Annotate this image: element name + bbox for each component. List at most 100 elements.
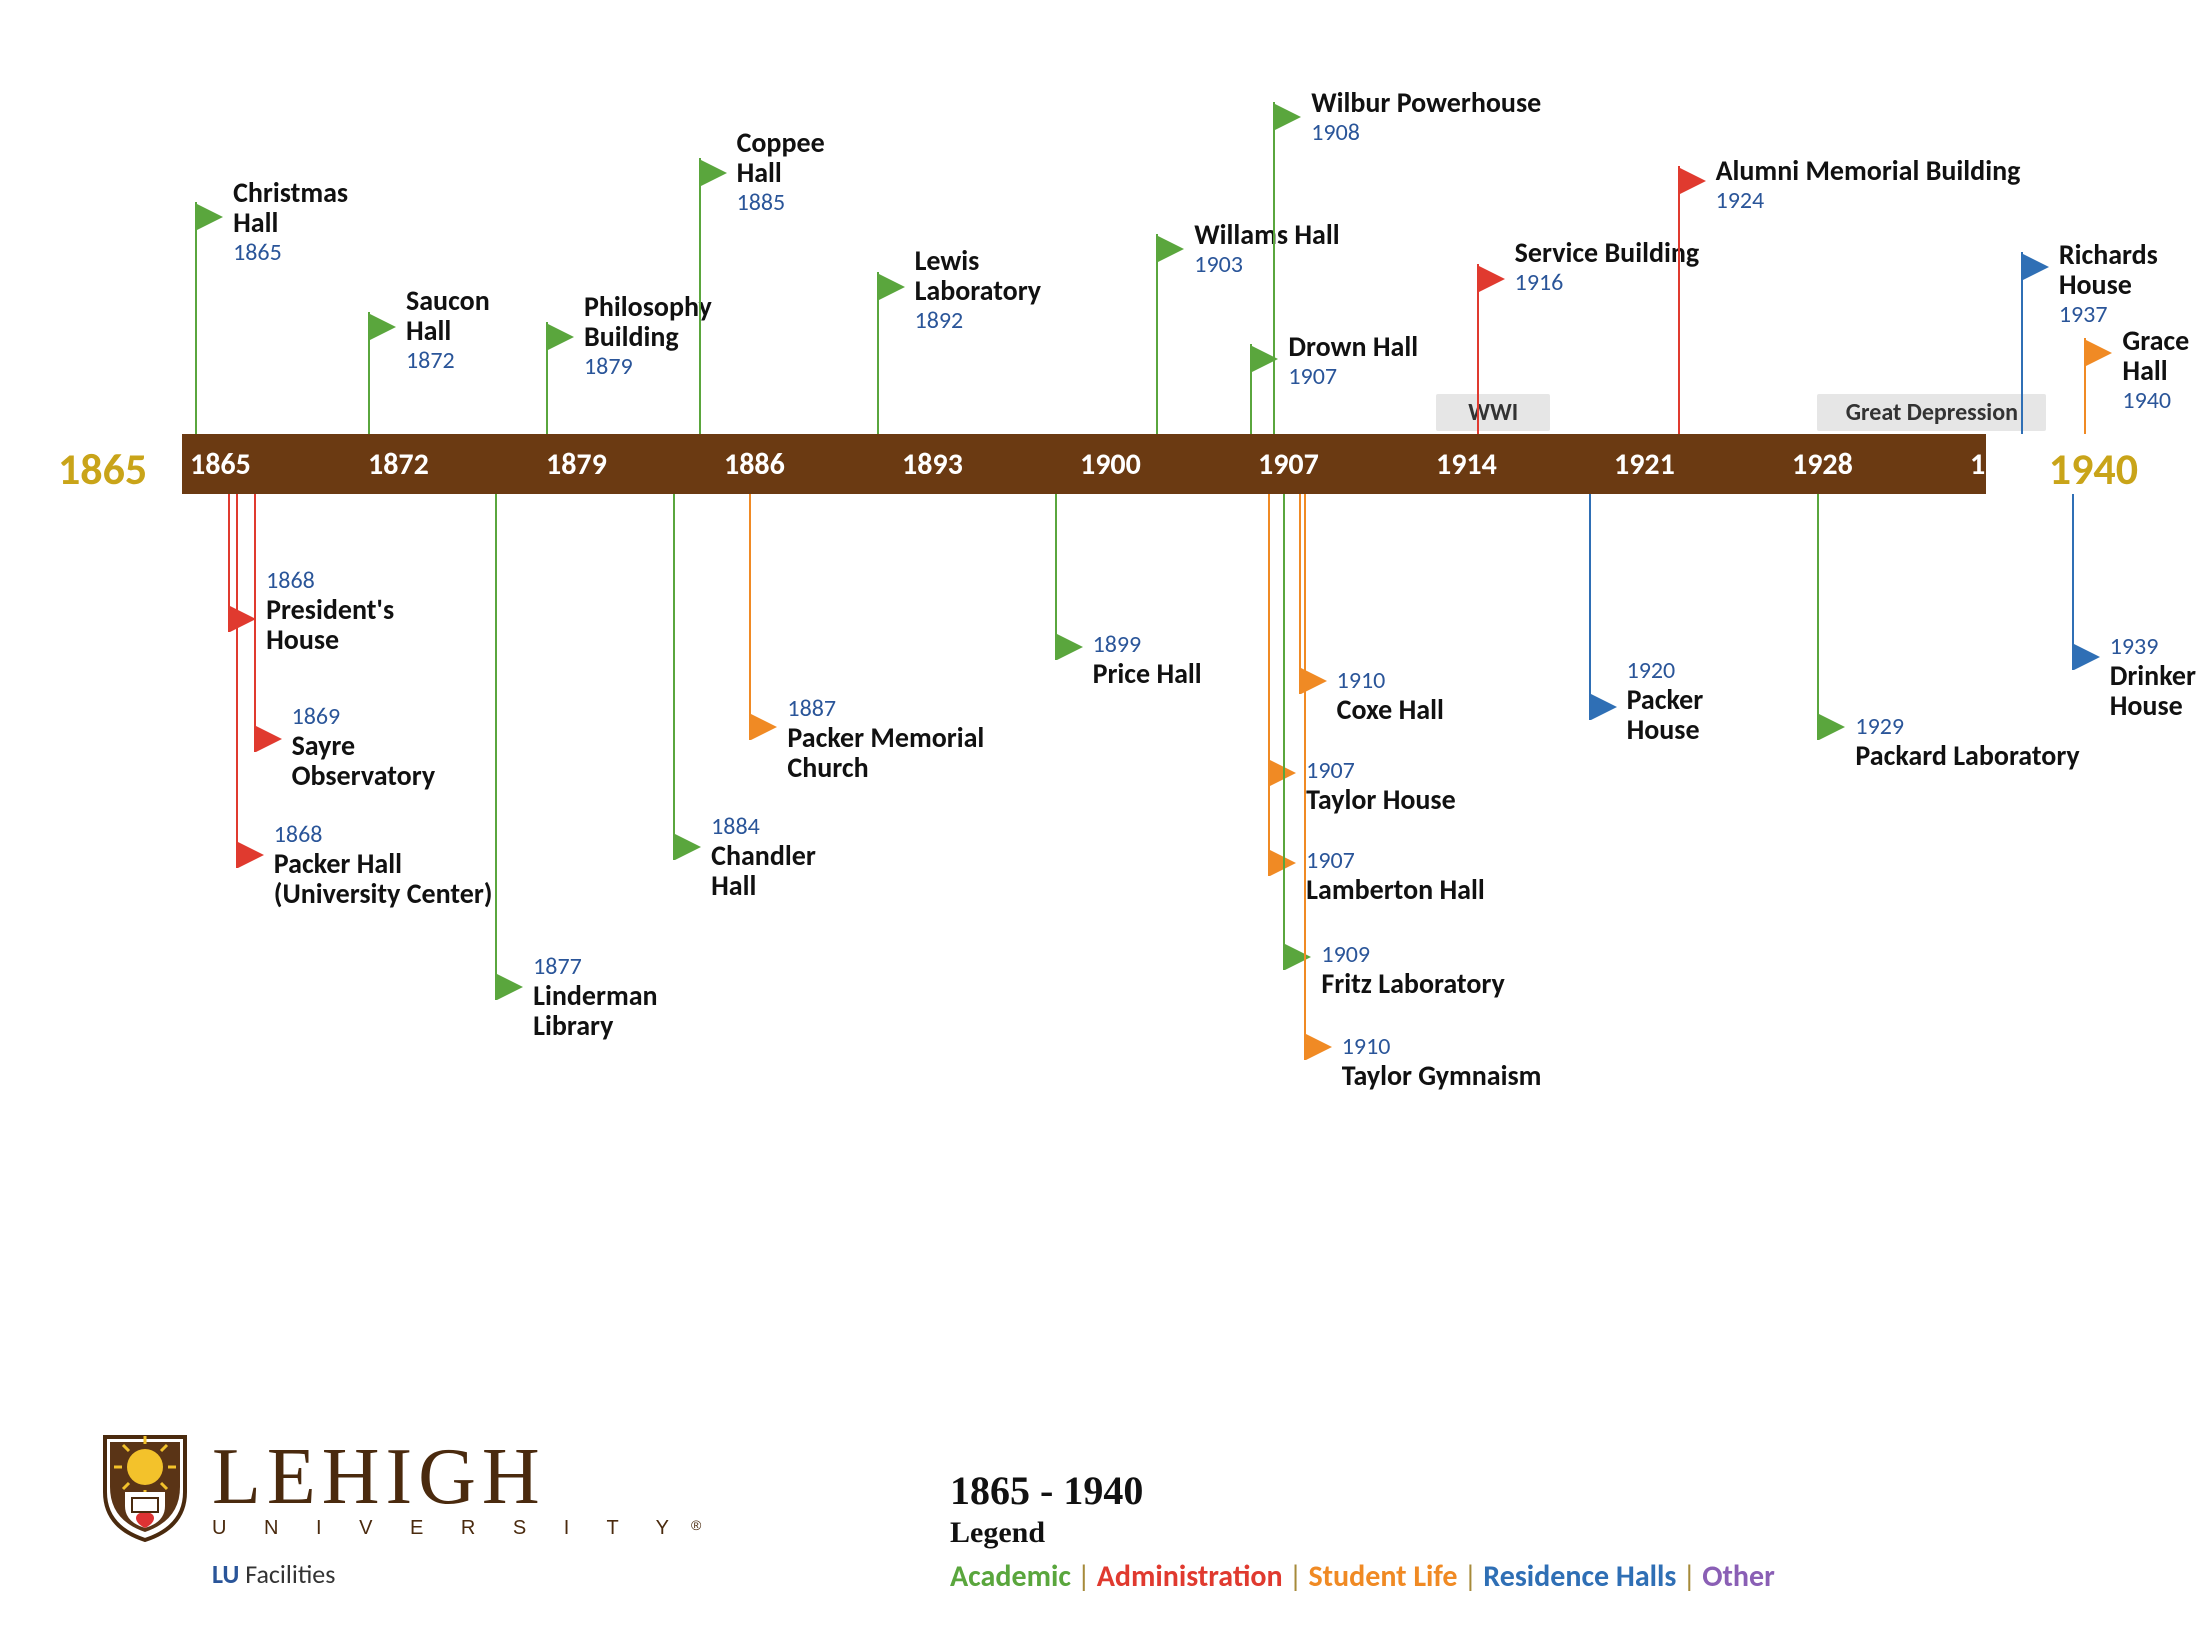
entry-name: Packard Laboratory bbox=[1855, 741, 2079, 771]
flag-icon bbox=[230, 606, 256, 632]
flag-icon bbox=[370, 314, 396, 340]
entry-name: Taylor House bbox=[1306, 785, 1456, 815]
legend-range: 1865 - 1940 bbox=[950, 1467, 1775, 1514]
flag-icon bbox=[1591, 694, 1617, 720]
entry-year: 1907 bbox=[1288, 362, 1418, 391]
timeline-entry: Drown Hall1907 bbox=[1288, 332, 1418, 391]
era-label: WWI bbox=[1436, 394, 1550, 431]
entry-name: Service Building bbox=[1515, 238, 1699, 268]
axis-tick: 1893 bbox=[902, 446, 963, 483]
entry-name: Taylor Gymnaism bbox=[1342, 1061, 1542, 1091]
entry-name: Alumni Memorial Building bbox=[1716, 156, 2021, 186]
logo-wordmark: LEHIGH bbox=[212, 1433, 546, 1521]
entry-name: Coxe Hall bbox=[1337, 695, 1444, 725]
timeline-entry: 1869Sayre Observatory bbox=[292, 702, 436, 791]
axis-tick: 1928 bbox=[1792, 446, 1853, 483]
entry-name: Packer Hall (University Center) bbox=[274, 849, 493, 909]
entry-name: Fritz Laboratory bbox=[1321, 969, 1504, 999]
flag-icon bbox=[197, 204, 223, 230]
legend-categories: Academic|Administration|Student Life|Res… bbox=[950, 1558, 1775, 1595]
range-start-label: 1865 bbox=[58, 442, 147, 496]
entry-year: 1908 bbox=[1311, 118, 1541, 147]
entry-name: Drown Hall bbox=[1288, 332, 1418, 362]
entry-year: 1909 bbox=[1321, 940, 1504, 969]
legend: 1865 - 1940 Legend Academic|Administrati… bbox=[950, 1467, 1775, 1595]
timeline-entry: Willams Hall1903 bbox=[1194, 220, 1339, 279]
flag-icon bbox=[751, 714, 777, 740]
legend-separator: | bbox=[1457, 1558, 1483, 1595]
entry-year: 1924 bbox=[1716, 186, 2021, 215]
flag-icon bbox=[497, 974, 523, 1000]
entry-year: 1916 bbox=[1515, 268, 1699, 297]
entry-name: Coppee Hall bbox=[737, 128, 825, 188]
entry-name: Wilbur Powerhouse bbox=[1311, 88, 1541, 118]
entry-year: 1865 bbox=[233, 238, 348, 267]
timeline-entry: 1909Fritz Laboratory bbox=[1321, 940, 1504, 999]
logo-text: LEHIGH U N I V E R S I T Y® LU Facilitie… bbox=[212, 1432, 701, 1590]
flag-icon bbox=[1306, 1034, 1332, 1060]
entry-stem bbox=[1817, 494, 1819, 740]
range-end-label: 1940 bbox=[2049, 442, 2138, 496]
timeline-entry: 1920Packer House bbox=[1627, 656, 1704, 745]
entry-name: Packer Memorial Church bbox=[787, 723, 984, 783]
entry-year: 1892 bbox=[915, 306, 1041, 335]
axis-tick: 1872 bbox=[368, 446, 429, 483]
lehigh-logo: LEHIGH U N I V E R S I T Y® LU Facilitie… bbox=[100, 1432, 701, 1590]
timeline-stage: 1865 1940 186518721879188618931900190719… bbox=[0, 0, 2200, 1650]
axis-tick: 1865 bbox=[190, 446, 251, 483]
entry-year: 1884 bbox=[711, 812, 816, 841]
facilities-prefix: LU bbox=[212, 1558, 239, 1590]
axis-tick: 1900 bbox=[1080, 446, 1141, 483]
entry-year: 1910 bbox=[1342, 1032, 1542, 1061]
timeline-entry: Lewis Laboratory1892 bbox=[915, 246, 1041, 335]
entry-stem bbox=[1299, 494, 1301, 694]
logo-university: U N I V E R S I T Y bbox=[212, 1517, 685, 1539]
timeline-entry: 1910Coxe Hall bbox=[1337, 666, 1444, 725]
timeline-entry: 1910Taylor Gymnaism bbox=[1342, 1032, 1542, 1091]
entry-stem bbox=[254, 494, 256, 752]
entry-year: 1903 bbox=[1194, 250, 1339, 279]
entry-name: Price Hall bbox=[1093, 659, 1202, 689]
flag-icon bbox=[675, 834, 701, 860]
flag-icon bbox=[548, 324, 574, 350]
timeline-entry: Wilbur Powerhouse1908 bbox=[1311, 88, 1541, 147]
entry-stem bbox=[1273, 102, 1275, 434]
trademark-icon: ® bbox=[685, 1517, 701, 1533]
entry-name: Philosophy Building bbox=[584, 292, 712, 352]
shield-icon bbox=[100, 1432, 190, 1547]
entry-year: 1907 bbox=[1306, 846, 1485, 875]
flag-icon bbox=[879, 274, 905, 300]
entry-stem bbox=[495, 494, 497, 1000]
entry-year: 1887 bbox=[787, 694, 984, 723]
entry-name: Willams Hall bbox=[1194, 220, 1339, 250]
entry-stem bbox=[1268, 494, 1270, 876]
timeline-entry: Saucon Hall1872 bbox=[406, 286, 490, 375]
entry-year: 1939 bbox=[2110, 632, 2200, 661]
timeline-entry: 1868Packer Hall (University Center) bbox=[274, 820, 493, 909]
axis-tick: 1914 bbox=[1436, 446, 1497, 483]
entry-year: 1910 bbox=[1337, 666, 1444, 695]
axis-tick: 1879 bbox=[546, 446, 607, 483]
entry-stem bbox=[1589, 494, 1591, 720]
entry-year: 1920 bbox=[1627, 656, 1704, 685]
timeline-entry: 1877Linderman Library bbox=[533, 952, 657, 1041]
timeline-entry: 1929Packard Laboratory bbox=[1855, 712, 2079, 771]
timeline-entry: 1907Lamberton Hall bbox=[1306, 846, 1485, 905]
entry-stem bbox=[699, 158, 701, 434]
entry-stem bbox=[1283, 494, 1285, 970]
entry-stem bbox=[673, 494, 675, 860]
entry-stem bbox=[236, 494, 238, 868]
entry-name: Sayre Observatory bbox=[292, 731, 436, 791]
flag-icon bbox=[1057, 634, 1083, 660]
timeline-entry: 1887Packer Memorial Church bbox=[787, 694, 984, 783]
entry-stem bbox=[195, 202, 197, 434]
timeline-entry: Grace Hall1940 bbox=[2122, 326, 2200, 415]
entry-year: 1868 bbox=[266, 566, 394, 595]
entry-name: Saucon Hall bbox=[406, 286, 490, 346]
entry-year: 1869 bbox=[292, 702, 436, 731]
entry-year: 1940 bbox=[2122, 386, 2200, 415]
entry-name: Lamberton Hall bbox=[1306, 875, 1485, 905]
flag-icon bbox=[1680, 168, 1706, 194]
flag-icon bbox=[256, 726, 282, 752]
entry-stem bbox=[1304, 494, 1306, 1060]
